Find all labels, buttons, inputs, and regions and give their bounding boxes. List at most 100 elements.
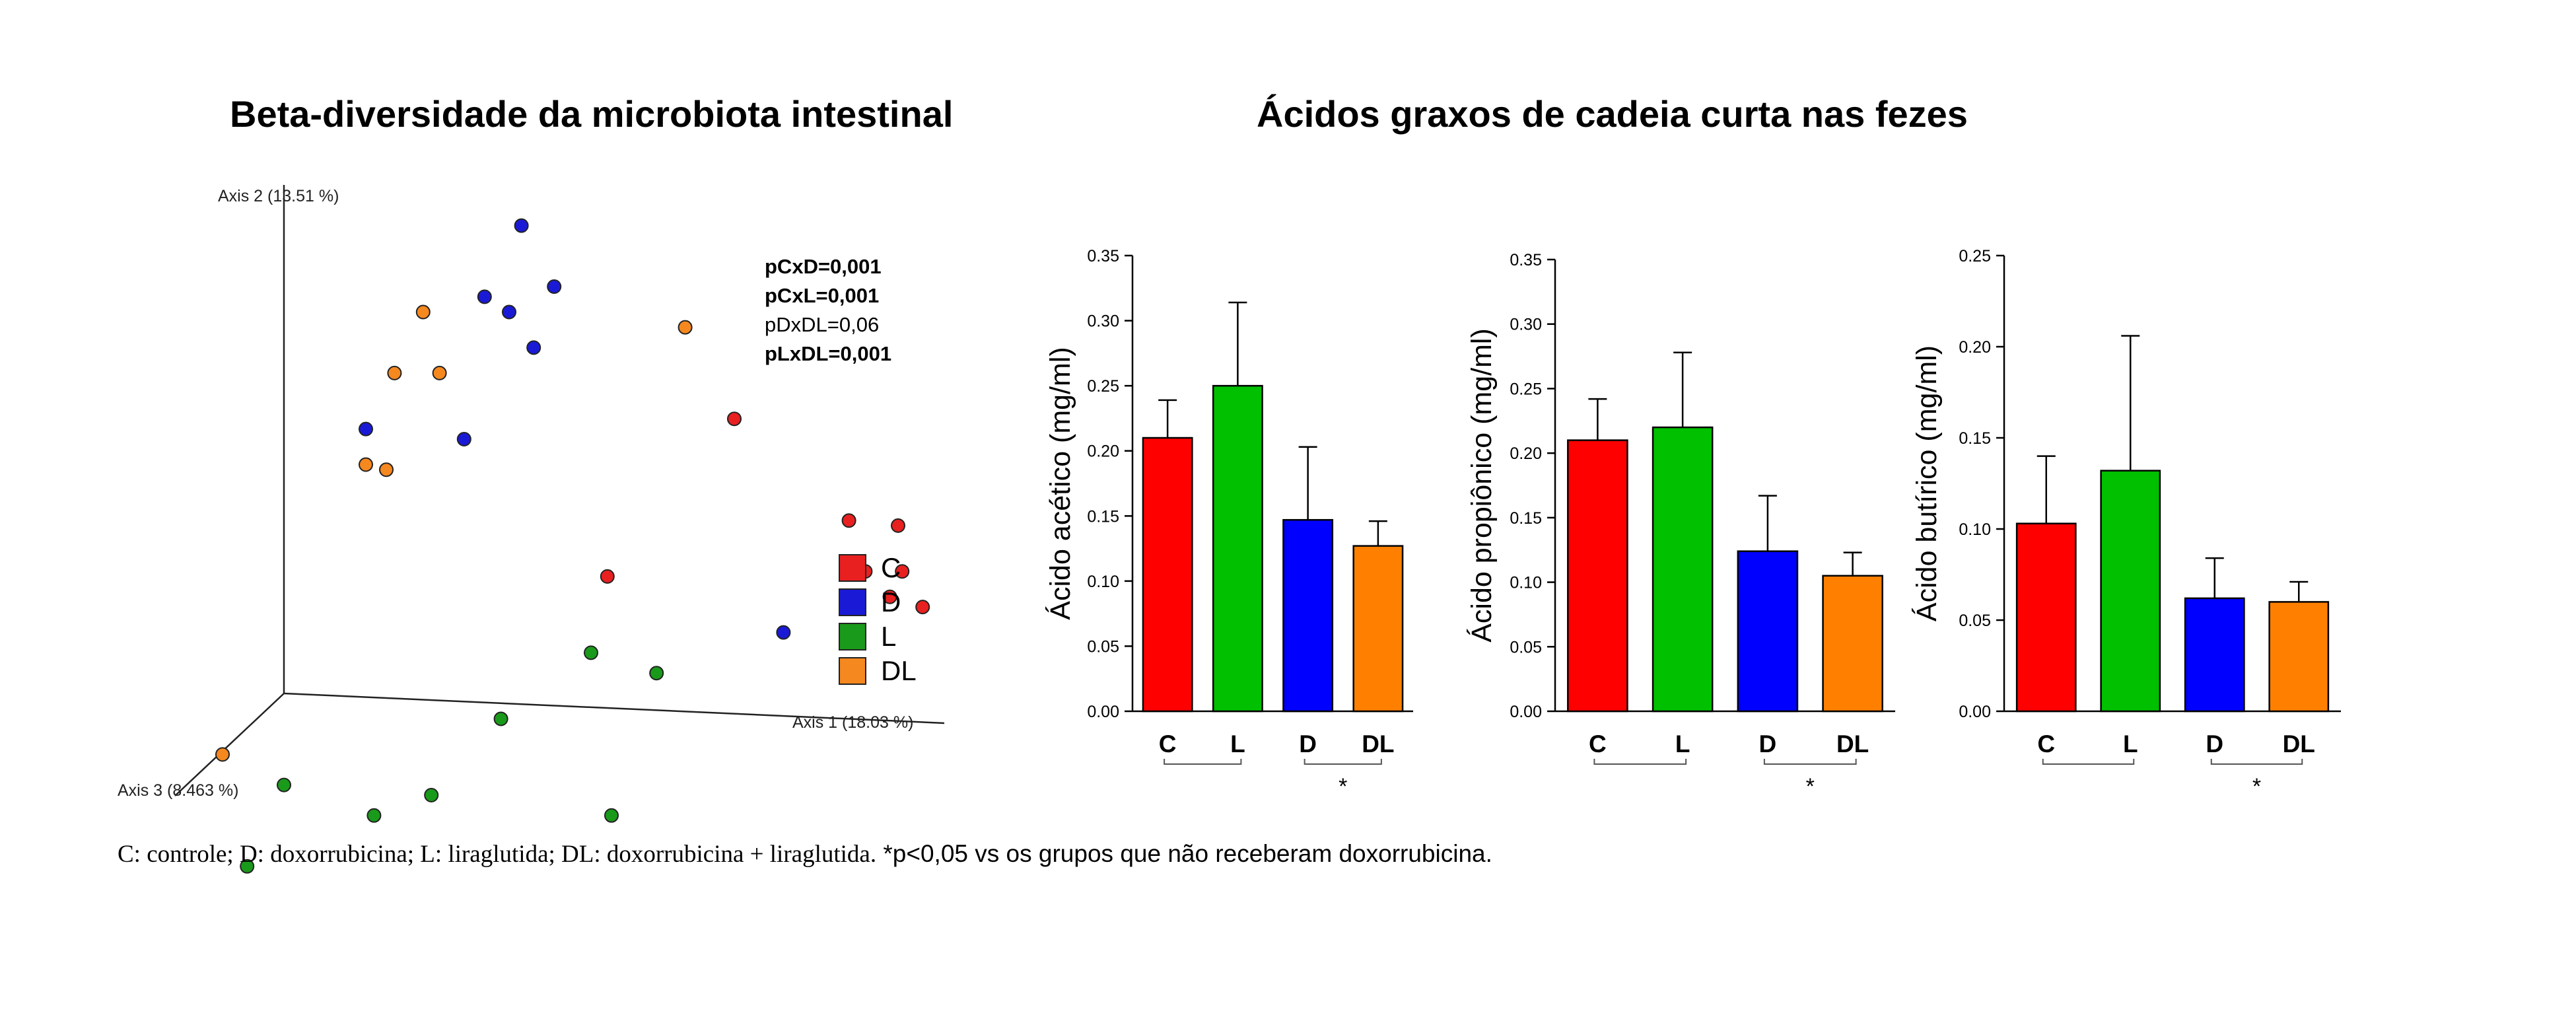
x-tick-label-d: D	[2206, 730, 2223, 757]
x-tick-label-l: L	[1675, 730, 1690, 757]
axis-2-label: Axis 2 (13.51 %)	[218, 187, 339, 205]
scatter-point-d	[514, 218, 529, 233]
axis-3-label: Axis 3 (8.463 %)	[118, 781, 238, 800]
bar-l	[1212, 384, 1263, 713]
bar-dl	[2268, 601, 2330, 713]
scatter-point-l	[366, 808, 382, 823]
bar-l	[2100, 470, 2161, 713]
pcoa-chart-title: Beta-diversidade da microbiota intestina…	[230, 93, 954, 135]
p-value-cxd: pCxD=0,001	[765, 255, 882, 278]
y-tick-label: 0.05	[1510, 638, 1542, 656]
y-tick-label: 0.35	[1510, 251, 1542, 269]
y-tick-label: 0.20	[1087, 442, 1119, 461]
scatter-point-d	[359, 421, 373, 437]
legend-swatch-l	[839, 623, 866, 651]
legend-swatch-d	[839, 588, 866, 616]
scatter-point-d	[776, 625, 791, 640]
pcoa-plot: Axis 2 (13.51 %) Axis 1 (18.03 %) Axis 3 (…	[118, 185, 945, 874]
scatter-point-l	[649, 666, 664, 681]
legend-label-c: C	[881, 552, 901, 583]
pcoa-legend: C D L DL	[839, 551, 917, 688]
legend-item-l: L	[839, 619, 917, 654]
bar-dl	[1352, 545, 1404, 713]
bar-c	[1142, 437, 1193, 713]
bracket-c-l	[1593, 759, 1687, 765]
x-tick-label-dl: DL	[1836, 730, 1869, 757]
scatter-point-dl	[359, 457, 373, 472]
scatter-point-c	[891, 518, 905, 533]
legend-item-d: D	[839, 585, 917, 619]
x-tick-label-c: C	[2037, 730, 2055, 757]
y-tick-label: 0.25	[1959, 247, 1991, 265]
legend-label-l: L	[881, 621, 897, 652]
axis-3-line	[174, 693, 285, 796]
legend-label-dl: DL	[881, 655, 917, 686]
scatter-point-l	[240, 859, 255, 874]
significance-marker: *	[1339, 774, 1347, 799]
caption-significance: *p<0,05 vs os grupos que não receberam d…	[876, 840, 1492, 867]
bar-chart-3: 0.00 0.05 0.10 0.15 0.20 0.25 Ácido butírico (…	[1911, 247, 2341, 799]
axis-1-line	[283, 692, 945, 724]
y-tick-label: 0.00	[1087, 703, 1119, 721]
y-axis-label: Ácido propiônico (mg/ml)	[1466, 328, 1498, 643]
y-tick-label: 0.25	[1510, 380, 1542, 398]
bar-d	[1282, 518, 1334, 713]
scatter-point-d	[526, 340, 541, 355]
bar-c	[1567, 439, 1628, 713]
y-tick-label: 0.20	[1510, 444, 1542, 463]
scatter-point-dl	[387, 365, 402, 380]
x-tick-label-c: C	[1159, 730, 1177, 757]
p-value-dxdl: pDxDL=0,06	[765, 313, 880, 336]
bracket-d-dl	[1763, 759, 1857, 765]
legend-item-dl: DL	[839, 654, 917, 688]
scfa-charts-title: Ácidos graxos de cadeia curta nas fezes	[1257, 93, 1968, 135]
y-axis-label: Ácido acético (mg/ml)	[1045, 347, 1076, 619]
y-tick-label: 0.15	[1959, 429, 1991, 448]
legend-swatch-dl	[839, 657, 866, 685]
x-tick-label-dl: DL	[1362, 730, 1394, 757]
bracket-c-l	[1164, 759, 1242, 765]
scatter-point-dl	[379, 462, 394, 477]
y-tick-label: 0.30	[1510, 316, 1542, 334]
bracket-c-l	[2042, 759, 2135, 765]
scatter-point-dl	[415, 304, 431, 320]
y-tick-label: 0.35	[1087, 247, 1119, 265]
scatter-point-l	[584, 645, 598, 660]
scatter-point-c	[841, 513, 856, 528]
scatter-point-dl	[678, 320, 693, 335]
bracket-d-dl	[1304, 759, 1382, 765]
y-tick-label: 0.15	[1510, 509, 1542, 528]
p-value-annotations: pCxD=0,001 pCxL=0,001 pDxDL=0,06 pLxDL=0…	[765, 252, 891, 369]
x-tick-label-c: C	[1589, 730, 1607, 757]
y-tick-label: 0.10	[1087, 573, 1119, 591]
scatter-point-c	[727, 411, 742, 427]
scatter-point-d	[477, 289, 492, 304]
y-tick-label: 0.30	[1087, 312, 1119, 331]
legend-swatch-c	[839, 554, 866, 582]
scatter-point-l	[493, 711, 508, 726]
y-axis-label: Ácido butírico (mg/ml)	[1911, 345, 1943, 621]
legend-item-c: C	[839, 551, 917, 585]
y-tick-label: 0.15	[1087, 507, 1119, 526]
x-tick-label-l: L	[1230, 730, 1245, 757]
legend-label-d: D	[881, 586, 901, 617]
scatter-point-c	[895, 564, 910, 579]
scatter-point-dl	[215, 747, 230, 762]
y-tick-label: 0.25	[1087, 377, 1119, 396]
bar-dl	[1822, 575, 1883, 713]
bar-d	[2184, 597, 2245, 713]
p-value-lxdl: pLxDL=0,001	[765, 342, 892, 365]
y-tick-label: 0.10	[1959, 520, 1991, 539]
y-tick-label: 0.05	[1087, 637, 1119, 656]
significance-marker: *	[1806, 774, 1815, 799]
p-value-cxl: pCxL=0,001	[765, 284, 880, 307]
bracket-d-dl	[2210, 759, 2303, 765]
x-tick-label-l: L	[2123, 730, 2138, 757]
scatter-point-d	[502, 304, 516, 320]
y-tick-label: 0.05	[1959, 612, 1991, 630]
bar-l	[1652, 426, 1714, 713]
bar-chart-1: 0.00 0.05 0.10 0.15 0.20 0.25 0.30 0.35 Ácido ac…	[1045, 247, 1413, 799]
bar-chart-2: 0.00 0.05 0.10 0.15 0.20 0.25 0.30 0.35 Ácido pr…	[1466, 251, 1895, 799]
y-tick-label: 0.10	[1510, 574, 1542, 592]
